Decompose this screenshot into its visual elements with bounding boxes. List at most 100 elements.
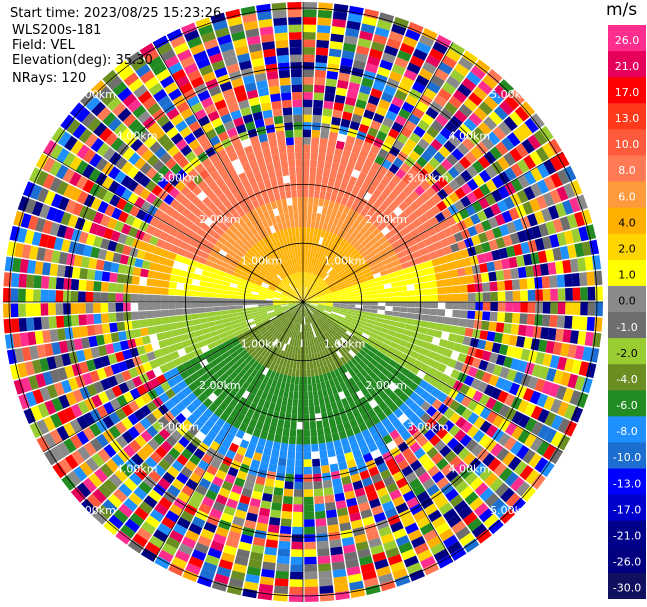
velocity-gate <box>454 199 465 212</box>
velocity-gate <box>276 130 285 139</box>
velocity-gate <box>238 60 252 71</box>
velocity-gate <box>85 96 101 112</box>
velocity-gate <box>436 230 447 241</box>
velocity-gate <box>93 303 101 313</box>
range-ring-label: 4.00km <box>449 130 491 143</box>
velocity-gate <box>102 147 116 161</box>
velocity-gate <box>422 27 438 41</box>
velocity-gate <box>308 353 313 362</box>
velocity-gate <box>359 30 374 41</box>
velocity-gate <box>327 338 334 346</box>
velocity-gate <box>185 529 200 542</box>
velocity-gate <box>158 428 171 440</box>
velocity-gate <box>331 26 345 36</box>
velocity-gate <box>198 256 207 265</box>
velocity-gate <box>370 41 386 52</box>
velocity-gate <box>304 564 318 572</box>
velocity-gate <box>198 503 212 515</box>
velocity-gate <box>130 293 139 302</box>
velocity-gate <box>258 365 266 374</box>
velocity-gate <box>242 268 251 275</box>
velocity-gate <box>336 219 344 229</box>
velocity-gate <box>312 313 319 320</box>
velocity-gate <box>4 334 15 349</box>
velocity-gate <box>506 369 517 382</box>
velocity-gate <box>273 297 281 300</box>
velocity-gate <box>97 504 113 520</box>
velocity-gate <box>303 391 309 400</box>
velocity-gate <box>284 310 291 316</box>
velocity-gate <box>489 498 505 513</box>
velocity-gate <box>67 214 79 228</box>
velocity-gate <box>125 358 135 370</box>
velocity-gate <box>523 253 533 266</box>
velocity-gate <box>365 102 378 113</box>
velocity-gate <box>356 352 365 360</box>
velocity-gate <box>225 253 234 261</box>
velocity-gate <box>259 271 267 278</box>
velocity-gate <box>392 377 403 387</box>
velocity-gate <box>449 494 464 508</box>
velocity-gate <box>269 233 276 242</box>
range-ring-label: 4.00km <box>116 130 158 143</box>
velocity-gate <box>218 382 228 392</box>
velocity-gate <box>225 179 235 189</box>
velocity-gate <box>184 320 193 327</box>
velocity-gate <box>303 324 305 332</box>
velocity-gate <box>304 579 318 587</box>
velocity-gate <box>387 412 398 423</box>
velocity-gate <box>328 55 341 65</box>
velocity-gate <box>585 224 597 240</box>
velocity-gate <box>180 185 191 197</box>
velocity-gate <box>190 76 205 89</box>
velocity-gate <box>396 372 407 382</box>
velocity-gate <box>367 442 378 453</box>
velocity-gate <box>229 23 244 34</box>
velocity-gate <box>145 192 157 204</box>
velocity-gate <box>171 478 185 491</box>
velocity-gate <box>167 465 180 478</box>
velocity-gate <box>258 230 266 240</box>
velocity-gate <box>403 195 414 207</box>
velocity-gate <box>249 497 261 508</box>
velocity-gate <box>576 392 589 408</box>
velocity-gate <box>513 460 528 476</box>
velocity-gate <box>128 367 139 379</box>
velocity-gate <box>221 310 229 315</box>
velocity-gate <box>530 338 540 351</box>
velocity-gate <box>95 259 105 271</box>
velocity-gate <box>156 42 173 56</box>
velocity-gate <box>408 179 420 190</box>
velocity-gate <box>491 428 505 442</box>
velocity-gate <box>175 413 187 424</box>
velocity-gate <box>76 415 89 430</box>
velocity-gate <box>169 406 181 418</box>
velocity-gate <box>232 419 242 429</box>
velocity-gate <box>381 323 390 330</box>
velocity-gate <box>306 264 309 273</box>
velocity-gate <box>484 341 494 352</box>
velocity-gate <box>157 477 171 491</box>
velocity-gate <box>238 155 249 165</box>
velocity-gate <box>258 297 266 300</box>
velocity-gate <box>108 411 121 425</box>
velocity-gate <box>202 232 212 241</box>
velocity-gate <box>477 155 491 169</box>
velocity-gate <box>291 549 303 557</box>
velocity-gate <box>351 67 364 78</box>
velocity-gate <box>312 383 318 392</box>
velocity-gate <box>369 264 379 272</box>
velocity-gate <box>80 91 96 107</box>
velocity-gate <box>243 299 251 302</box>
velocity-gate <box>202 363 212 373</box>
velocity-gate <box>499 224 510 237</box>
velocity-gate <box>158 256 168 266</box>
velocity-gate <box>401 261 410 269</box>
velocity-gate <box>236 288 245 293</box>
velocity-gate <box>309 293 316 298</box>
velocity-gate <box>481 136 495 150</box>
velocity-gate <box>210 373 220 383</box>
velocity-gate <box>257 515 269 525</box>
velocity-gate <box>279 214 286 223</box>
velocity-gate <box>137 110 151 124</box>
